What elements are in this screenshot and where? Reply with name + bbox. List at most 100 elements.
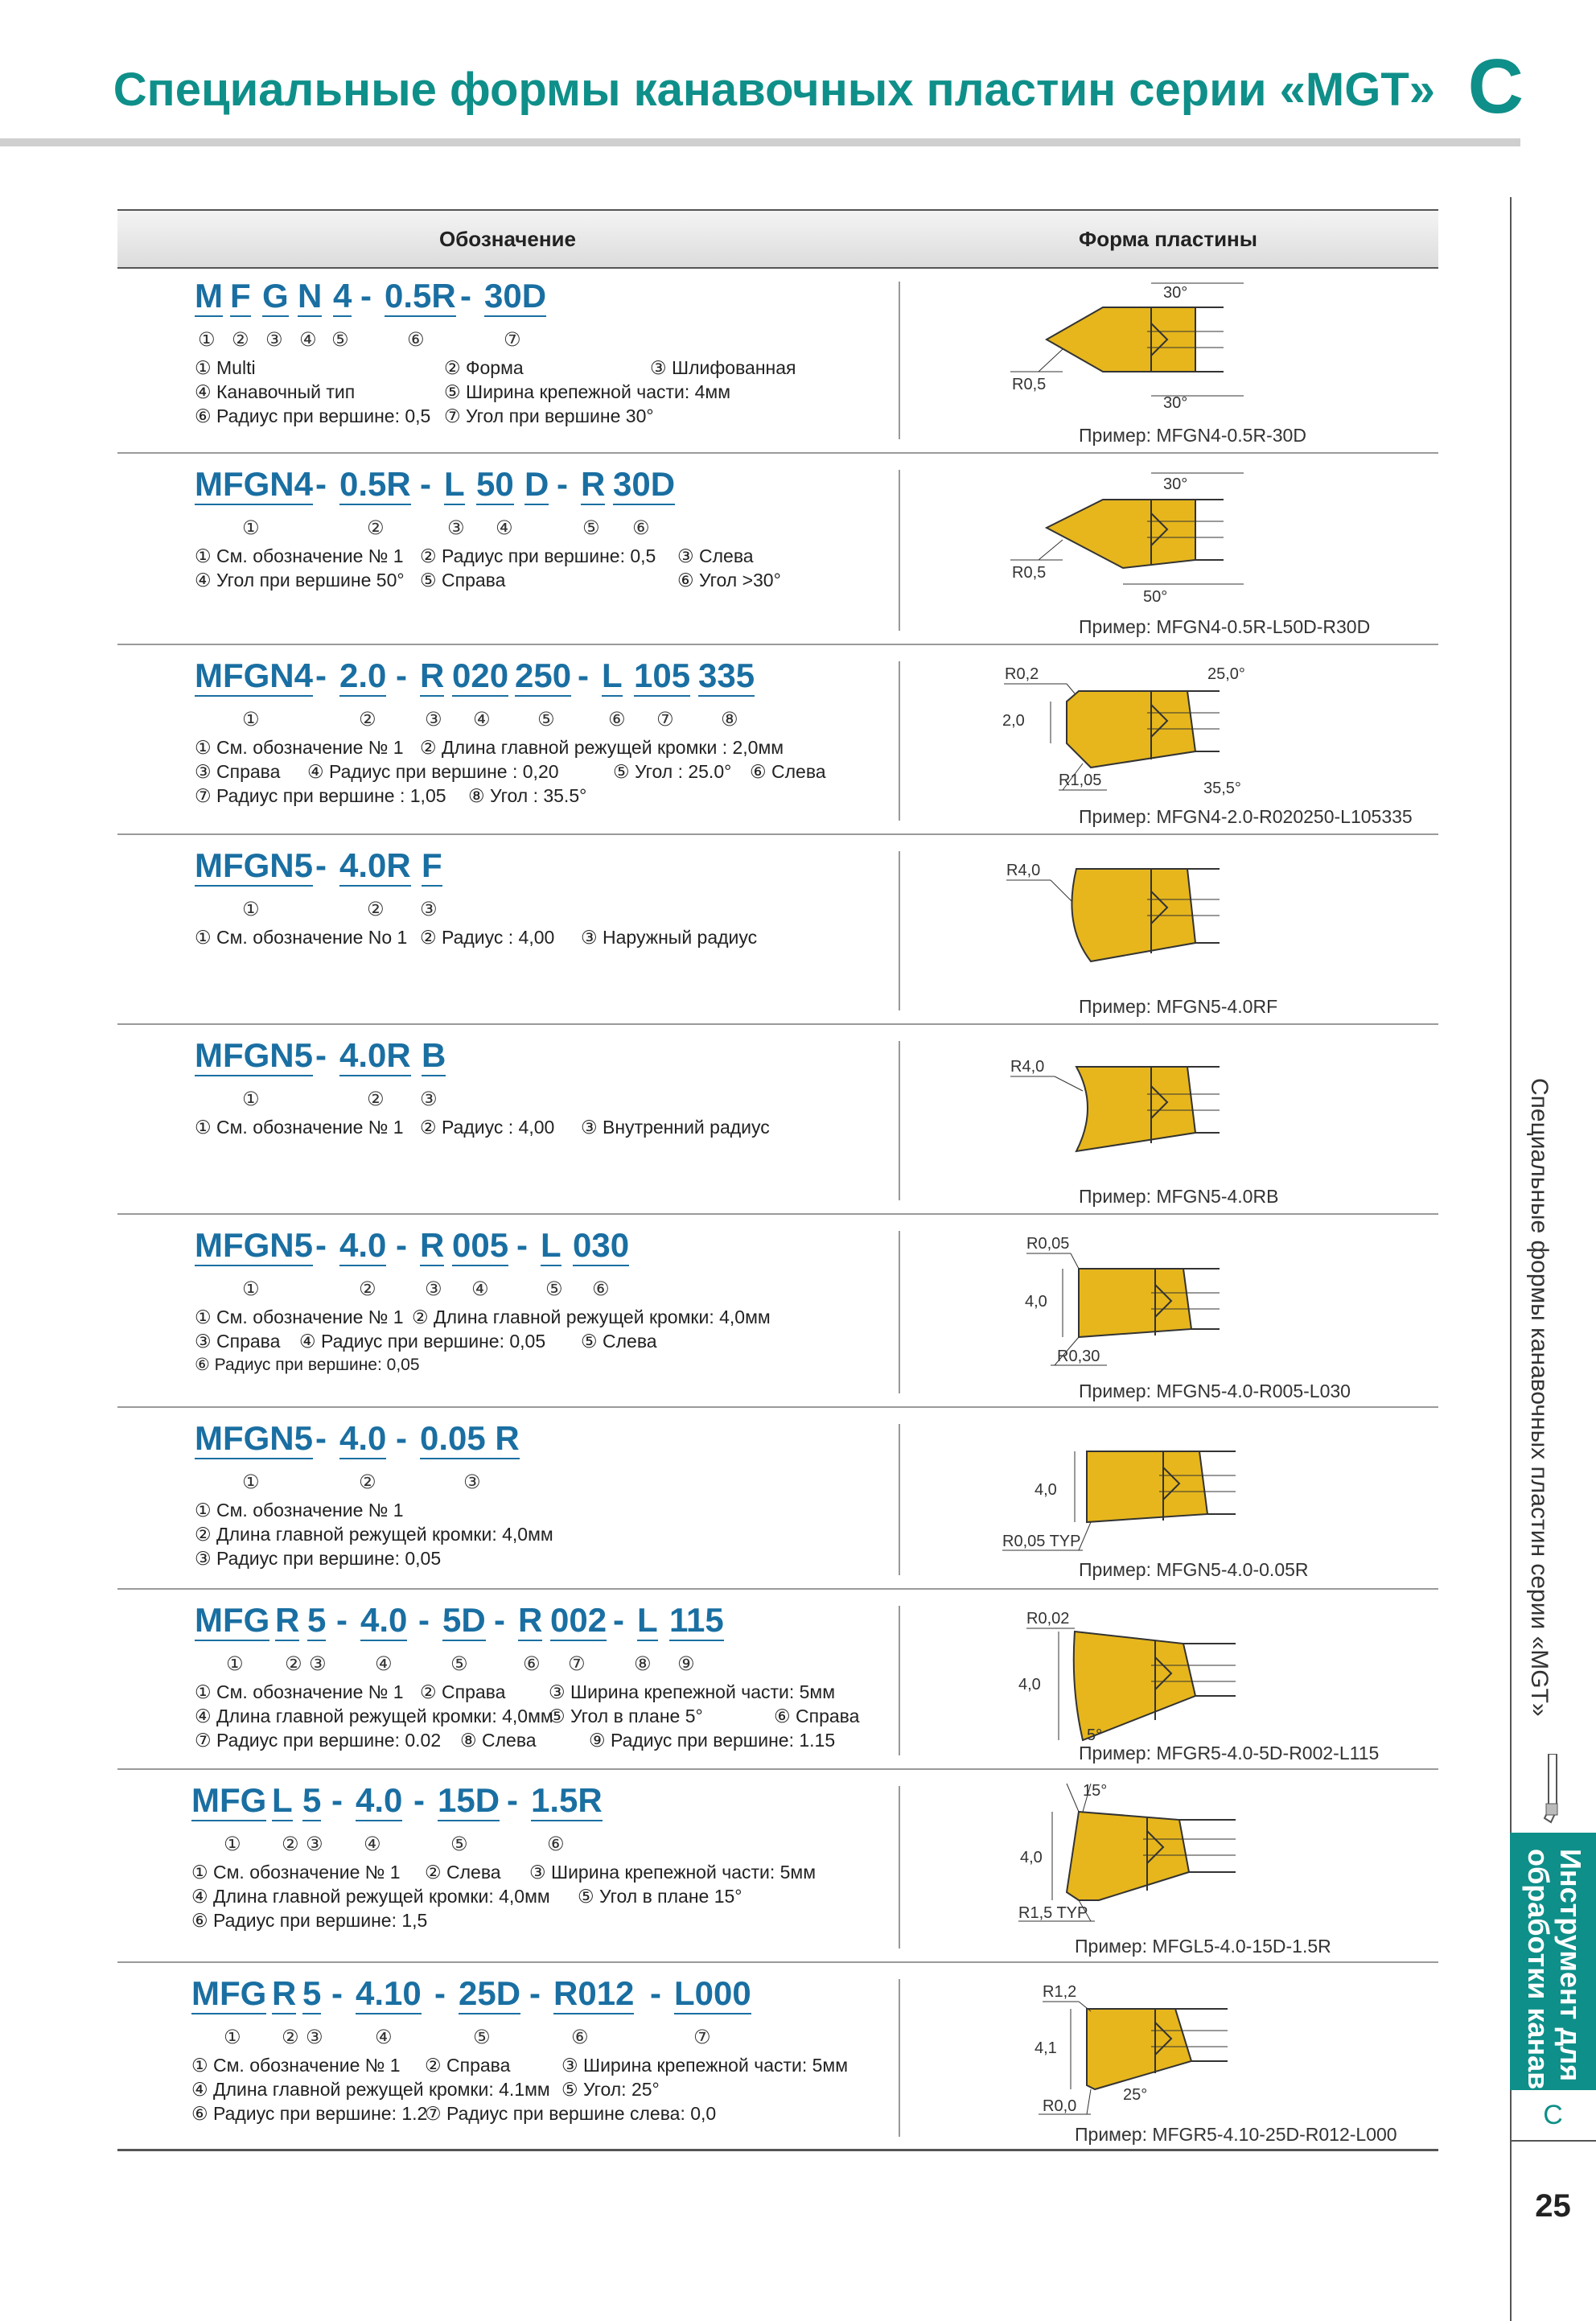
svg-text:30°: 30°: [1163, 475, 1187, 493]
insert-shape-diagram: 4,0 R0,05 TYP: [1002, 1451, 1236, 1551]
segment-number: ①: [198, 329, 216, 351]
code-segment: 4: [333, 278, 352, 317]
svg-text:R0,02: R0,02: [1026, 1610, 1069, 1628]
header-divider: [0, 138, 1520, 146]
code-segment: F: [422, 848, 442, 887]
svg-text:25,0°: 25,0°: [1207, 665, 1245, 683]
code-segment: MFG: [191, 1783, 267, 1821]
example-code: Пример: MFGL5-4.0-15D-1.5R: [1075, 1936, 1331, 1957]
code-segment: R012: [553, 1976, 635, 2014]
segment-number: ②: [367, 517, 385, 539]
segment-number: ④: [375, 2027, 393, 2048]
segment-number: ⑦: [656, 709, 674, 730]
segment-number: ③: [265, 329, 283, 351]
code-segment: 0.05 R: [420, 1421, 520, 1459]
insert-shape-diagram: R4,0: [1010, 1058, 1220, 1153]
code-segment: B: [422, 1038, 446, 1076]
segment-number: ①: [224, 2027, 241, 2048]
section-tab-letter: C: [1543, 2100, 1563, 2130]
svg-text:4,0: 4,0: [1020, 1849, 1043, 1866]
segment-number: ①: [242, 1088, 260, 1110]
code-segment: R: [420, 658, 445, 697]
segment-number: ④: [471, 1278, 489, 1300]
segment-number: ②: [359, 1471, 376, 1493]
code-segment: 030: [573, 1228, 630, 1266]
table-row: MFGN5 - 4.0 - 0.05 R ① ② ③ ① См. обознач…: [117, 1409, 1438, 1590]
code-segment: 50: [476, 467, 514, 505]
segment-number: ③: [306, 1833, 323, 1855]
segment-number: ②: [285, 1653, 302, 1675]
segment-number: ⑥: [592, 1278, 610, 1300]
code-segment: MFGN4: [195, 467, 313, 505]
segment-number: ④: [496, 517, 513, 539]
code-segment: MFG: [195, 1603, 270, 1641]
svg-text:5°: 5°: [1087, 1726, 1102, 1744]
code-segment: 4.10: [356, 1976, 422, 2014]
segment-number: ②: [232, 329, 249, 351]
example-code: Пример: MFGN4-0.5R-L50D-R30D: [1079, 616, 1371, 637]
table-header: Обозначение Форма пластины: [117, 209, 1438, 269]
code-segment: 15D: [438, 1783, 500, 1821]
segment-number: ⑥: [571, 2027, 589, 2048]
segment-number: ②: [282, 1833, 299, 1855]
table-row: MFGN5 - 4.0 - R 005 - L 030 ① ② ③ ④ ⑤ ⑥ …: [117, 1216, 1438, 1408]
insert-shape-diagram: 30° 30° R0,5: [1010, 282, 1244, 412]
section-tab-line1: Инструмент для: [1554, 1849, 1587, 2082]
insert-shape-diagram: R0,02 4,0 5°: [1018, 1610, 1236, 1744]
svg-text:R0,05 TYP: R0,05 TYP: [1002, 1533, 1080, 1550]
segment-number: ⑧: [634, 1653, 652, 1675]
code-segment: 115: [669, 1603, 724, 1641]
side-divider: [1510, 197, 1512, 2321]
segment-number: ④: [473, 709, 491, 730]
svg-text:R1,05: R1,05: [1059, 772, 1101, 789]
segment-number: ①: [224, 1833, 241, 1855]
segment-number: ⑤: [582, 517, 600, 539]
segment-number: ②: [359, 1278, 376, 1300]
segment-number: ③: [425, 1278, 442, 1300]
code-segment: 1.5R: [531, 1783, 603, 1821]
code-segment: L000: [674, 1976, 751, 2014]
code-segment: L: [272, 1783, 293, 1821]
segment-number: ③: [420, 1088, 438, 1110]
segment-number: ④: [299, 329, 317, 351]
code-segment: N: [298, 278, 323, 317]
example-code: Пример: MFGR5-4.10-25D-R012-L000: [1075, 2124, 1397, 2145]
example-code: Пример: MFGN5-4.0-0.05R: [1079, 1559, 1309, 1580]
segment-number: ⑤: [450, 1653, 468, 1675]
svg-text:2,0: 2,0: [1002, 712, 1025, 730]
code-segment: R: [518, 1603, 543, 1641]
svg-text:30°: 30°: [1163, 284, 1187, 302]
segment-number: ③: [447, 517, 465, 539]
svg-text:15°: 15°: [1083, 1782, 1107, 1800]
svg-text:R0,05: R0,05: [1026, 1235, 1069, 1253]
table-row: MFGN4 - 2.0 - R 020 250 - L 105 335 ① ② …: [117, 647, 1438, 835]
segment-number: ⑥: [547, 1833, 565, 1855]
code-segment: 30D: [484, 278, 547, 317]
example-code: Пример: MFGN5-4.0RB: [1079, 1186, 1279, 1207]
insert-shape-diagram: 30° 50° R0,5: [1010, 472, 1244, 606]
code-segment: 4.0: [356, 1783, 403, 1821]
section-tab[interactable]: Инструмент для обработки канавок: [1510, 1833, 1596, 2121]
svg-text:R4,0: R4,0: [1006, 862, 1040, 879]
code-segment: MFGN4: [195, 658, 313, 697]
code-segment: 0.5R: [339, 467, 411, 505]
code-segment: D: [524, 467, 549, 505]
code-segment: L: [444, 467, 465, 505]
code-segment: 250: [515, 658, 572, 697]
segment-number: ①: [242, 517, 260, 539]
segment-number: ⑦: [504, 329, 521, 351]
code-segment: 5: [302, 1783, 322, 1821]
code-segment: 4.0R: [339, 1038, 411, 1076]
svg-text:R0,5: R0,5: [1012, 376, 1046, 393]
segment-number: ②: [367, 899, 385, 920]
segment-number: ④: [364, 1833, 381, 1855]
code-segment: L: [541, 1228, 561, 1266]
code-segment: R: [272, 1976, 297, 2014]
code-segment: MFGN5: [195, 1228, 313, 1266]
table-row: MFG L 5 - 4.0 - 15D - 1.5R ① ② ③ ④ ⑤ ⑥ ①…: [117, 1772, 1438, 1963]
segment-number: ⑦: [568, 1653, 586, 1675]
segment-number: ③: [420, 899, 438, 920]
svg-text:50°: 50°: [1143, 588, 1167, 606]
column-header-shape: Форма пластины: [1079, 227, 1257, 251]
svg-text:4,0: 4,0: [1035, 1481, 1057, 1499]
